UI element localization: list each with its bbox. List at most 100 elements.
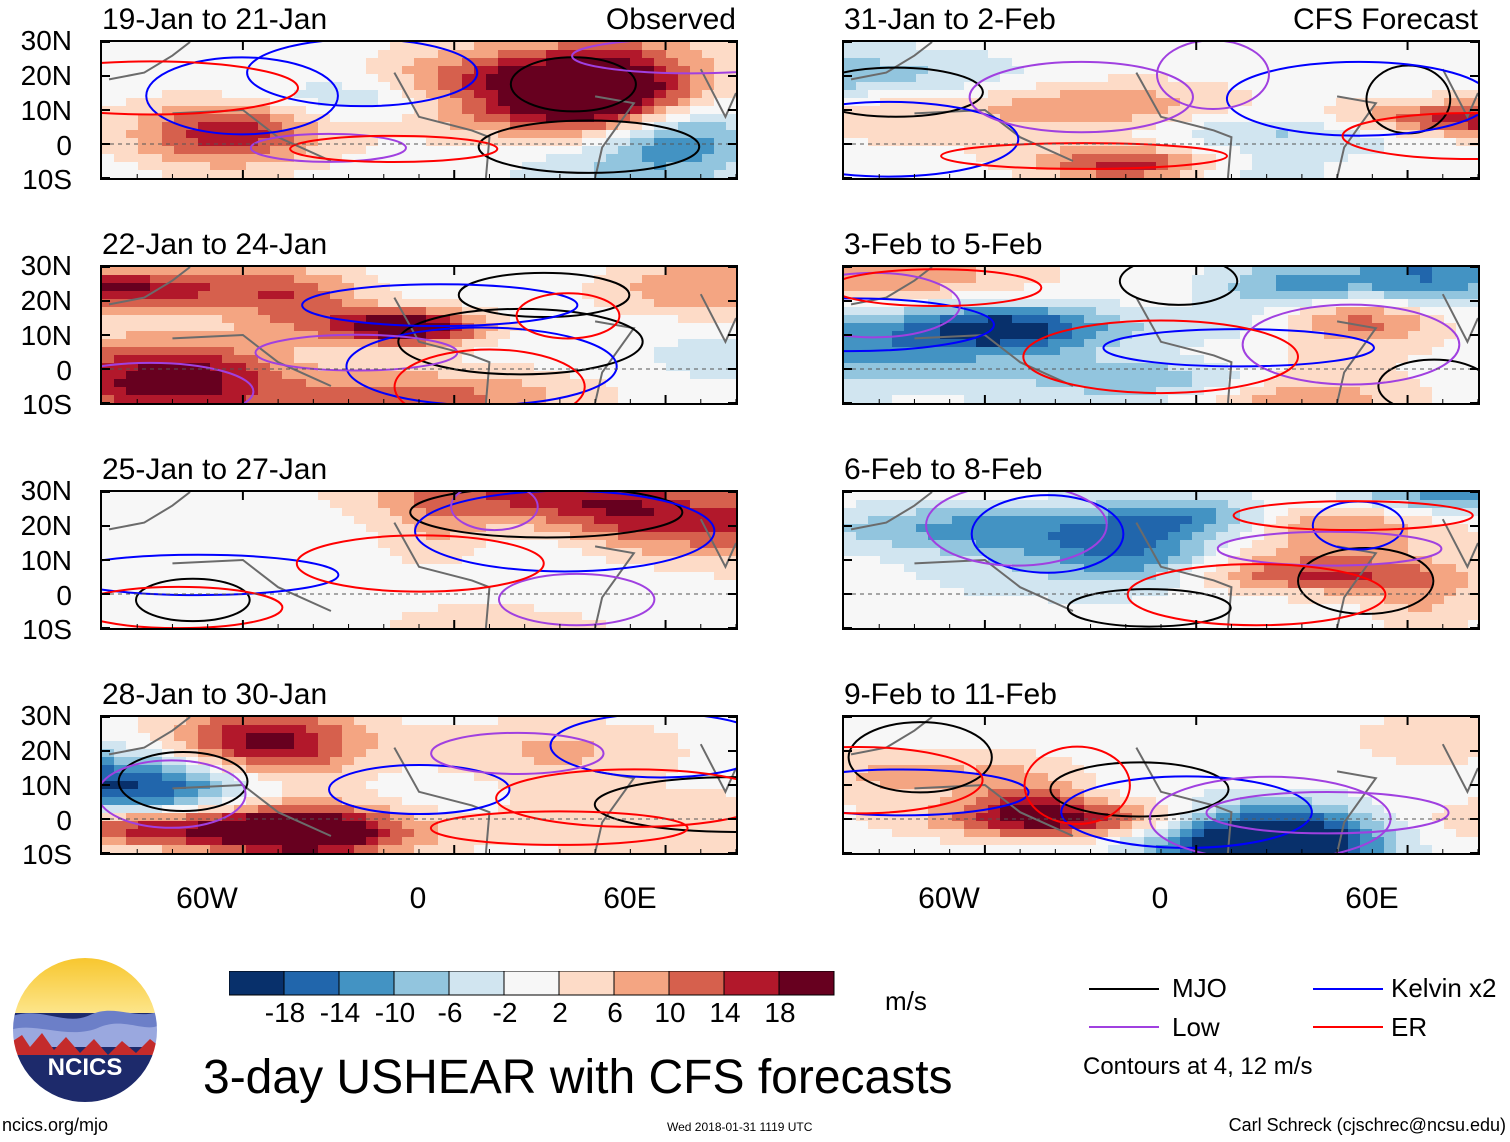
shear-cell [126, 162, 139, 171]
shear-cell [1312, 275, 1325, 284]
shear-cell [210, 845, 223, 853]
shear-cell [1156, 42, 1169, 51]
shear-cell [892, 122, 905, 131]
shear-cell [378, 50, 391, 59]
shear-cell [952, 58, 965, 67]
shear-cell [1180, 267, 1193, 276]
shear-cell [102, 98, 115, 107]
shear-cell [1144, 74, 1157, 83]
shear-cell [678, 339, 691, 348]
shear-cell [630, 154, 643, 163]
shear-cell [462, 130, 475, 139]
shear-cell [1216, 106, 1229, 115]
shear-cell [522, 283, 535, 292]
shear-cell [258, 781, 271, 790]
shear-cell [642, 781, 655, 790]
shear-cell [270, 516, 283, 525]
shear-cell [1216, 66, 1229, 75]
shear-cell [318, 765, 331, 774]
shear-cell [606, 508, 619, 517]
shear-cell [282, 604, 295, 613]
shear-cell [486, 757, 499, 766]
shear-cell [510, 821, 523, 830]
shear-cell [1276, 106, 1289, 115]
shear-cell [546, 588, 559, 597]
shear-cell [246, 122, 259, 131]
shear-cell [1324, 291, 1337, 300]
shear-cell [534, 757, 547, 766]
shear-cell [1324, 146, 1337, 155]
shear-cell [1468, 291, 1478, 300]
shear-cell [1420, 98, 1433, 107]
shear-cell [522, 765, 535, 774]
shear-cell [138, 492, 151, 501]
shear-cell [234, 146, 247, 155]
shear-cell [1360, 82, 1373, 91]
shear-cell [138, 98, 151, 107]
shear-cell [246, 66, 259, 75]
shear-cell [138, 556, 151, 565]
shear-cell [318, 275, 331, 284]
shear-cell [282, 845, 295, 853]
shear-cell [510, 154, 523, 163]
shear-cell [234, 267, 247, 276]
shear-cell [534, 379, 547, 388]
shear-cell [282, 355, 295, 364]
shear-cell [390, 114, 403, 123]
shear-cell [114, 267, 127, 276]
shear-cell [162, 50, 175, 59]
shear-cell [294, 829, 307, 838]
shear-cell [714, 98, 727, 107]
shear-cell [844, 275, 857, 284]
shear-cell [976, 42, 989, 51]
shear-cell [162, 588, 175, 597]
shear-cell [678, 323, 691, 332]
shear-cell [450, 829, 463, 838]
shear-cell [498, 371, 511, 380]
shear-cell [378, 717, 391, 726]
shear-cell [844, 74, 857, 83]
shear-cell [844, 90, 857, 99]
shear-cell [186, 138, 199, 147]
shear-cell [642, 500, 655, 509]
shear-cell [126, 66, 139, 75]
shear-cell [666, 829, 679, 838]
shear-cell [1420, 170, 1433, 178]
shear-cell [582, 516, 595, 525]
shear-cell [222, 379, 235, 388]
shear-cell [1084, 42, 1097, 51]
shear-cell [330, 572, 343, 581]
shear-cell [558, 42, 571, 51]
shear-cell [952, 42, 965, 51]
shear-cell [1276, 154, 1289, 163]
shear-cell [546, 829, 559, 838]
shear-cell [582, 355, 595, 364]
shear-cell [618, 532, 631, 541]
shear-cell [856, 106, 869, 115]
shear-cell [390, 508, 403, 517]
shear-cell [294, 773, 307, 782]
shear-cell [1084, 106, 1097, 115]
shear-cell [390, 500, 403, 509]
shear-cell [390, 580, 403, 589]
shear-cell [318, 781, 331, 790]
shear-cell [940, 42, 953, 51]
shear-cell [366, 50, 379, 59]
shear-cell [988, 291, 1001, 300]
shear-cell [210, 612, 223, 621]
shear-cell [126, 821, 139, 830]
shear-cell [126, 580, 139, 589]
shear-cell [726, 725, 736, 734]
shear-cell [1468, 82, 1478, 91]
shear-cell [414, 733, 427, 742]
shear-cell [378, 797, 391, 806]
shear-cell [940, 275, 953, 284]
shear-cell [1264, 82, 1277, 91]
shear-cell [558, 363, 571, 372]
shear-cell [606, 50, 619, 59]
coastline-layer [108, 492, 736, 628]
shear-cell [1060, 275, 1073, 284]
shear-cell [102, 620, 115, 628]
shear-cell [474, 347, 487, 356]
shear-cell [1108, 66, 1121, 75]
